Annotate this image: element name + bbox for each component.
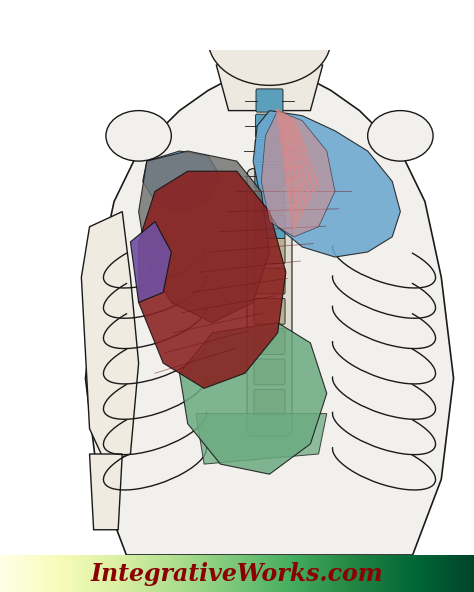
Text: Thoracic Outlet Anatomy: Thoracic Outlet Anatomy [42,11,432,39]
Polygon shape [90,454,122,530]
Text: Functional Anatomy: Functional Anatomy [20,161,45,444]
FancyBboxPatch shape [255,165,284,188]
FancyBboxPatch shape [254,215,285,239]
FancyBboxPatch shape [254,298,285,324]
FancyBboxPatch shape [247,169,292,436]
FancyBboxPatch shape [255,190,284,213]
Polygon shape [216,50,323,111]
FancyBboxPatch shape [254,329,285,355]
Polygon shape [261,111,335,237]
Ellipse shape [106,111,171,161]
Polygon shape [196,414,327,464]
FancyBboxPatch shape [255,114,283,137]
Polygon shape [253,111,401,257]
Ellipse shape [208,0,331,85]
Polygon shape [85,65,454,555]
Polygon shape [138,171,286,388]
FancyBboxPatch shape [254,268,285,294]
Polygon shape [138,151,270,323]
FancyBboxPatch shape [255,139,284,163]
Polygon shape [143,151,220,211]
Ellipse shape [368,111,433,161]
Polygon shape [180,323,327,474]
FancyBboxPatch shape [254,238,285,263]
FancyBboxPatch shape [254,390,285,415]
Polygon shape [130,221,171,303]
FancyBboxPatch shape [256,89,283,112]
Text: IntegrativeWorks.com: IntegrativeWorks.com [91,561,383,585]
FancyBboxPatch shape [254,359,285,385]
Polygon shape [82,211,138,464]
